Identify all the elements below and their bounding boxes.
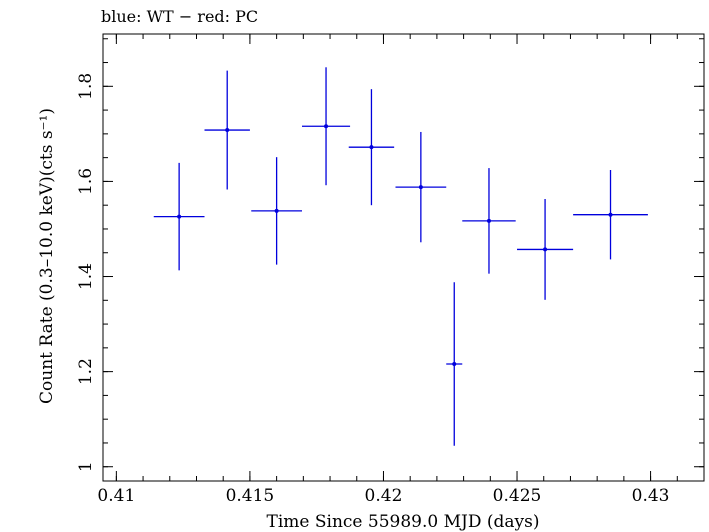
data-marker (608, 212, 613, 217)
y-axis-label: Count Rate (0.3–10.0 keV)(cts s⁻¹) (37, 108, 57, 404)
y-tick-label: 1.2 (76, 358, 96, 385)
data-point (301, 67, 351, 186)
data-point (204, 70, 250, 190)
plot-frame (102, 33, 705, 482)
data-point (573, 170, 648, 260)
data-marker (486, 218, 491, 223)
data-marker (452, 362, 457, 367)
data-point (462, 168, 516, 274)
x-tick-label: 0.41 (97, 486, 135, 506)
axis-tick-labels: 0.41 0.415 0.42 0.425 0.43 1 1.2 1.4 1.6 1.8 (76, 73, 670, 506)
data-marker (225, 128, 230, 133)
x-tick-label: 0.415 (226, 486, 275, 506)
data-points (153, 67, 648, 446)
data-point (348, 89, 395, 206)
chart-title: blue: WT − red: PC (101, 7, 258, 26)
y-tick-label: 1.6 (76, 168, 96, 195)
data-marker (369, 145, 374, 150)
data-point (517, 199, 574, 300)
data-marker (274, 208, 279, 213)
x-axis-label: Time Since 55989.0 MJD (days) (267, 512, 540, 532)
x-tick-label: 0.42 (365, 486, 403, 506)
data-marker (324, 124, 329, 129)
y-tick-label: 1.8 (76, 73, 96, 100)
data-point (153, 162, 205, 271)
data-marker (177, 214, 182, 219)
data-marker (543, 247, 548, 252)
y-tick-label: 1.4 (76, 263, 96, 290)
y-tick-label: 1 (76, 461, 96, 472)
x-tick-label: 0.43 (632, 486, 670, 506)
data-point (395, 131, 447, 243)
data-point (251, 157, 302, 265)
data-marker (418, 185, 423, 190)
axis-ticks (103, 34, 705, 481)
data-point (446, 282, 463, 446)
x-tick-label: 0.425 (493, 486, 542, 506)
